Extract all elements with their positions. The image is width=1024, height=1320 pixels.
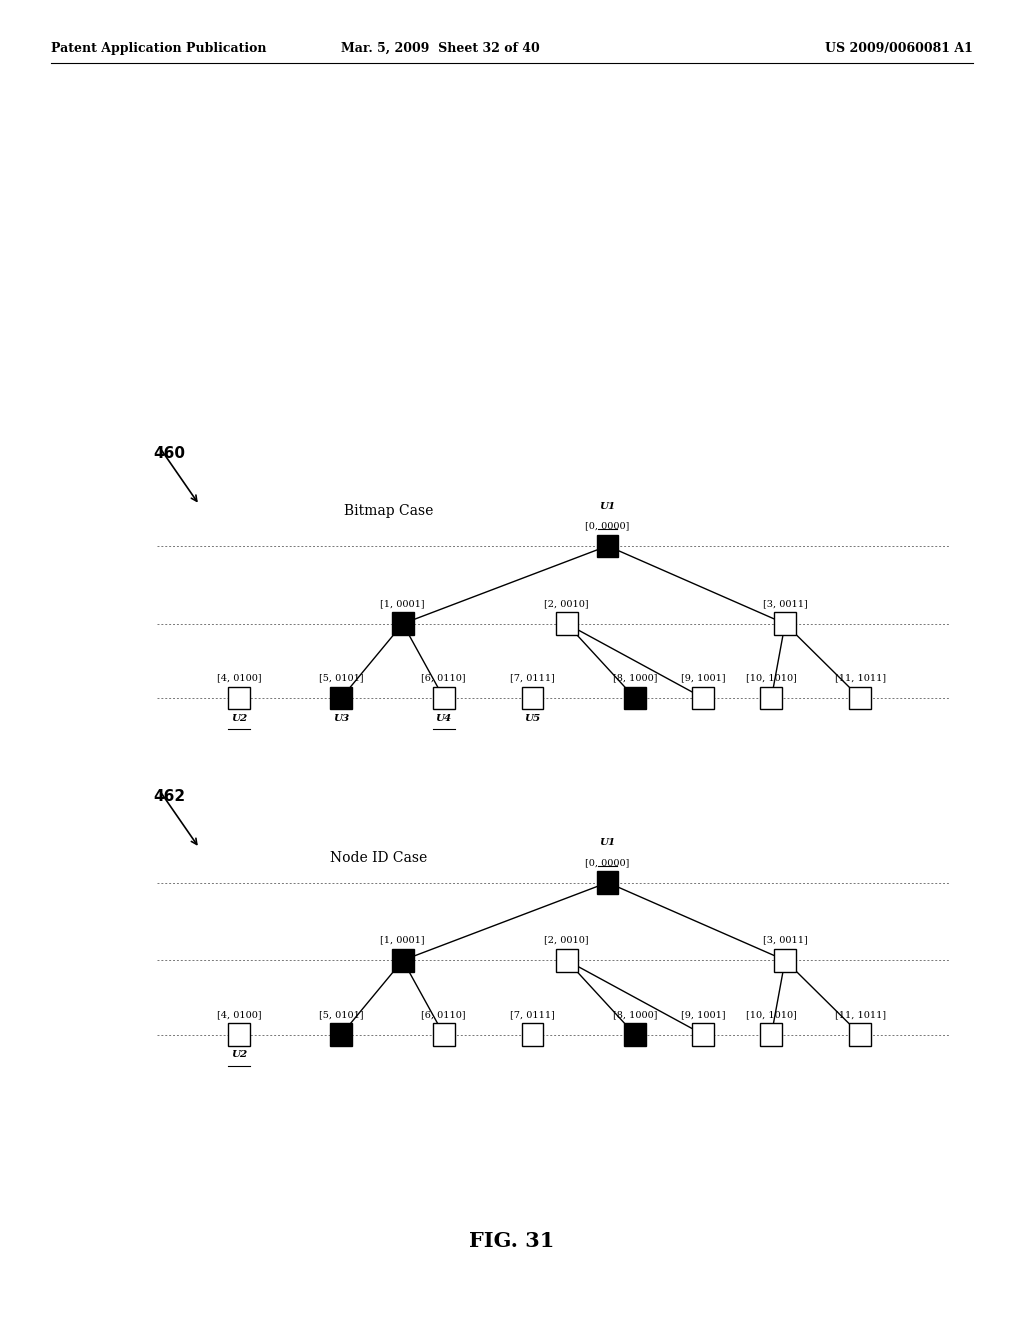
Text: [8, 1000]: [8, 1000] xyxy=(612,673,657,682)
Text: [4, 0100]: [4, 0100] xyxy=(217,673,261,682)
Bar xyxy=(556,949,578,972)
Bar xyxy=(228,686,250,709)
Text: [5, 0101]: [5, 0101] xyxy=(319,1010,364,1019)
Text: [7, 0111]: [7, 0111] xyxy=(510,673,555,682)
Bar xyxy=(521,1023,544,1045)
Text: U4: U4 xyxy=(435,714,452,722)
Bar xyxy=(624,686,646,709)
Bar xyxy=(692,686,714,709)
Text: [1, 0001]: [1, 0001] xyxy=(381,936,425,945)
Bar xyxy=(692,1023,714,1045)
Text: Patent Application Publication: Patent Application Publication xyxy=(51,42,266,55)
Text: Node ID Case: Node ID Case xyxy=(331,851,427,866)
Bar xyxy=(761,686,782,709)
Text: [1, 0001]: [1, 0001] xyxy=(381,599,425,609)
Text: U1: U1 xyxy=(599,502,615,511)
Bar xyxy=(433,686,455,709)
Bar xyxy=(556,612,578,635)
Text: [6, 0110]: [6, 0110] xyxy=(422,673,466,682)
Bar xyxy=(774,949,796,972)
Text: [9, 1001]: [9, 1001] xyxy=(681,1010,725,1019)
Text: [10, 1010]: [10, 1010] xyxy=(745,1010,797,1019)
Text: [0, 0000]: [0, 0000] xyxy=(586,858,630,867)
Bar xyxy=(849,1023,871,1045)
Text: [6, 0110]: [6, 0110] xyxy=(422,1010,466,1019)
Text: [10, 1010]: [10, 1010] xyxy=(745,673,797,682)
Text: Bitmap Case: Bitmap Case xyxy=(344,504,434,519)
Text: [4, 0100]: [4, 0100] xyxy=(217,1010,261,1019)
Text: [9, 1001]: [9, 1001] xyxy=(681,673,725,682)
Text: [11, 1011]: [11, 1011] xyxy=(835,673,886,682)
Text: [2, 0010]: [2, 0010] xyxy=(545,936,589,945)
Text: [7, 0111]: [7, 0111] xyxy=(510,1010,555,1019)
Text: [8, 1000]: [8, 1000] xyxy=(612,1010,657,1019)
Text: Mar. 5, 2009  Sheet 32 of 40: Mar. 5, 2009 Sheet 32 of 40 xyxy=(341,42,540,55)
Text: [11, 1011]: [11, 1011] xyxy=(835,1010,886,1019)
Bar xyxy=(597,871,618,894)
Bar xyxy=(331,686,352,709)
Bar xyxy=(597,535,618,557)
Bar xyxy=(392,612,414,635)
Text: 460: 460 xyxy=(154,446,185,461)
Text: FIG. 31: FIG. 31 xyxy=(469,1230,555,1251)
Bar xyxy=(774,612,796,635)
Bar xyxy=(849,686,871,709)
Bar xyxy=(392,949,414,972)
Text: US 2009/0060081 A1: US 2009/0060081 A1 xyxy=(825,42,973,55)
Bar xyxy=(761,1023,782,1045)
Bar xyxy=(433,1023,455,1045)
Text: U2: U2 xyxy=(230,1051,247,1059)
Bar xyxy=(521,686,544,709)
Text: [5, 0101]: [5, 0101] xyxy=(319,673,364,682)
Text: [0, 0000]: [0, 0000] xyxy=(586,521,630,531)
Text: [3, 0011]: [3, 0011] xyxy=(763,599,808,609)
Text: [2, 0010]: [2, 0010] xyxy=(545,599,589,609)
Text: 462: 462 xyxy=(154,789,185,804)
Text: U1: U1 xyxy=(599,838,615,847)
Bar xyxy=(331,1023,352,1045)
Bar xyxy=(228,1023,250,1045)
Text: U5: U5 xyxy=(524,714,541,722)
Text: [3, 0011]: [3, 0011] xyxy=(763,936,808,945)
Text: U2: U2 xyxy=(230,714,247,722)
Bar xyxy=(624,1023,646,1045)
Text: U3: U3 xyxy=(333,714,349,722)
